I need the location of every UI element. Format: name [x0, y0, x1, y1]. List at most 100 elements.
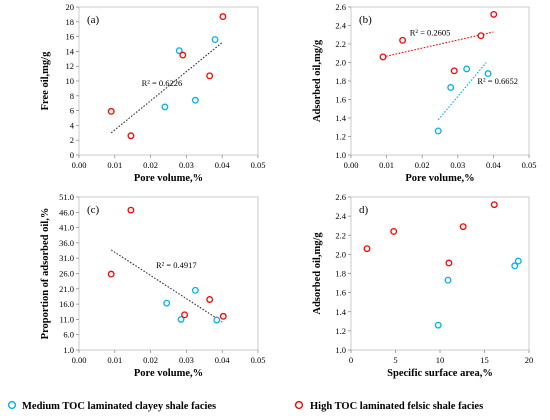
data-point	[390, 227, 398, 235]
r-squared-label: R² = 0.4917	[156, 260, 197, 270]
y-tick-label: 2.0	[335, 249, 346, 259]
y-tick-label: 2.6	[335, 192, 346, 202]
data-point	[514, 257, 522, 265]
data-point	[163, 299, 171, 307]
x-tick-label: 0.03	[179, 160, 194, 170]
y-tick-label: 18	[66, 17, 75, 27]
x-tick-label: 0.05	[251, 160, 266, 170]
y-tick-label: 6.0	[63, 330, 74, 340]
data-point	[161, 103, 169, 111]
y-tick-label: 0	[70, 150, 74, 160]
data-point	[484, 70, 492, 78]
data-point	[219, 312, 227, 320]
trendline	[110, 249, 223, 323]
r-squared-label: R² = 0.2605	[410, 28, 451, 38]
data-point	[399, 36, 407, 44]
legend: Medium TOC laminated clayey shale facies…	[7, 400, 483, 412]
panel-label: d)	[359, 204, 369, 216]
data-point	[511, 262, 519, 270]
data-point	[181, 311, 189, 319]
legend-marker-2	[294, 400, 304, 410]
y-tick-label: 46.0	[59, 207, 74, 217]
x-tick-label: 5	[393, 355, 397, 365]
x-tick-label: 0.03	[179, 355, 194, 365]
panel-label: (a)	[87, 14, 100, 26]
trendline	[437, 62, 487, 121]
data-point	[127, 206, 135, 214]
panel-3: 1.0 6.0 11.0 16.0 21.0 26.0 31.0 36.0 41.0 46.0 51…	[40, 192, 265, 379]
data-point	[191, 96, 199, 104]
panel-4: 1.0 1.2 1.4 1.6 1.8 2.0 2.2 2.4 2.6 0 5 10 15 20 Speci…	[312, 192, 533, 379]
data-point	[179, 51, 187, 59]
x-tick-label: 0.05	[251, 355, 266, 365]
y-tick-label: 16	[66, 32, 75, 42]
y-tick-label: 2.6	[335, 2, 346, 12]
data-point	[107, 107, 115, 115]
data-point	[450, 67, 458, 75]
r-squared-label: R² = 0.6652	[477, 76, 518, 86]
data-point	[191, 286, 199, 294]
y-tick-label: 31.0	[59, 253, 74, 263]
y-tick-label: 12	[66, 61, 75, 71]
trendline	[382, 31, 494, 58]
data-point	[213, 316, 221, 324]
x-tick-label: 0.02	[143, 160, 158, 170]
data-point	[206, 72, 214, 80]
x-tick-label: 0.00	[344, 160, 359, 170]
panel-label: (c)	[87, 204, 100, 216]
data-point	[490, 201, 498, 209]
y-tick-label: 11.0	[59, 314, 74, 324]
trendline	[110, 42, 223, 134]
data-point	[175, 47, 183, 55]
y-axis-label: Adsorbed oil,mg/g	[312, 39, 323, 122]
x-tick-label: 15	[480, 355, 489, 365]
data-point	[444, 276, 452, 284]
y-tick-label: 16.0	[59, 299, 74, 309]
x-tick-label: 0.04	[215, 160, 231, 170]
data-point	[211, 36, 219, 44]
data-point	[127, 132, 135, 140]
data-point	[477, 32, 485, 40]
y-tick-label: 1.8	[335, 269, 346, 279]
y-tick-label: 1.2	[335, 326, 346, 336]
data-point	[363, 245, 371, 253]
x-tick-label: 0.01	[107, 160, 122, 170]
x-tick-label: 0.03	[450, 160, 465, 170]
x-axis-label: Specific surface area,%	[387, 368, 493, 379]
y-tick-label: 2.4	[335, 211, 346, 221]
legend-marker-1	[7, 400, 17, 410]
data-point	[490, 10, 498, 18]
y-tick-label: 1.4	[335, 307, 346, 317]
y-tick-label: 1.2	[335, 132, 346, 142]
data-point	[445, 259, 453, 267]
legend-label-2: High TOC laminated felsic shale facies	[310, 401, 483, 412]
y-tick-label: 6	[70, 106, 74, 116]
y-axis-label: Proportion of adsorbed oil,%	[40, 208, 51, 340]
x-tick-label: 0.01	[379, 160, 394, 170]
x-tick-label: 0.02	[415, 160, 430, 170]
data-point	[434, 127, 442, 135]
data-point	[459, 223, 467, 231]
y-tick-label: 1.0	[63, 345, 74, 355]
y-tick-label: 36.0	[59, 238, 74, 248]
x-tick-label: 10	[436, 355, 445, 365]
y-tick-label: 2	[70, 135, 74, 145]
x-tick-label: 0.04	[486, 160, 502, 170]
data-point	[206, 296, 214, 303]
x-tick-label: 0.00	[72, 160, 87, 170]
x-tick-label: 0.01	[107, 355, 122, 365]
x-tick-label: 0.00	[72, 355, 87, 365]
y-tick-label: 1.6	[335, 95, 346, 105]
y-tick-label: 2.2	[335, 39, 346, 49]
y-tick-label: 1.0	[335, 150, 346, 160]
legend-label-1: Medium TOC laminated clayey shale facies	[22, 401, 216, 412]
x-axis-label: Pore volume,%	[134, 173, 203, 184]
panel-2: 1.0 1.2 1.4 1.6 1.8 2.0 2.2 2.4 2.6 0.00 0.01 0.02 0…	[312, 2, 536, 184]
y-tick-label: 4	[70, 120, 75, 130]
y-tick-label: 2.2	[335, 230, 346, 240]
data-point	[219, 13, 227, 21]
y-tick-label: 8	[70, 91, 74, 101]
r-squared-label: R² = 0.6226	[142, 78, 183, 88]
x-axis-label: Pore volume,%	[134, 368, 203, 379]
